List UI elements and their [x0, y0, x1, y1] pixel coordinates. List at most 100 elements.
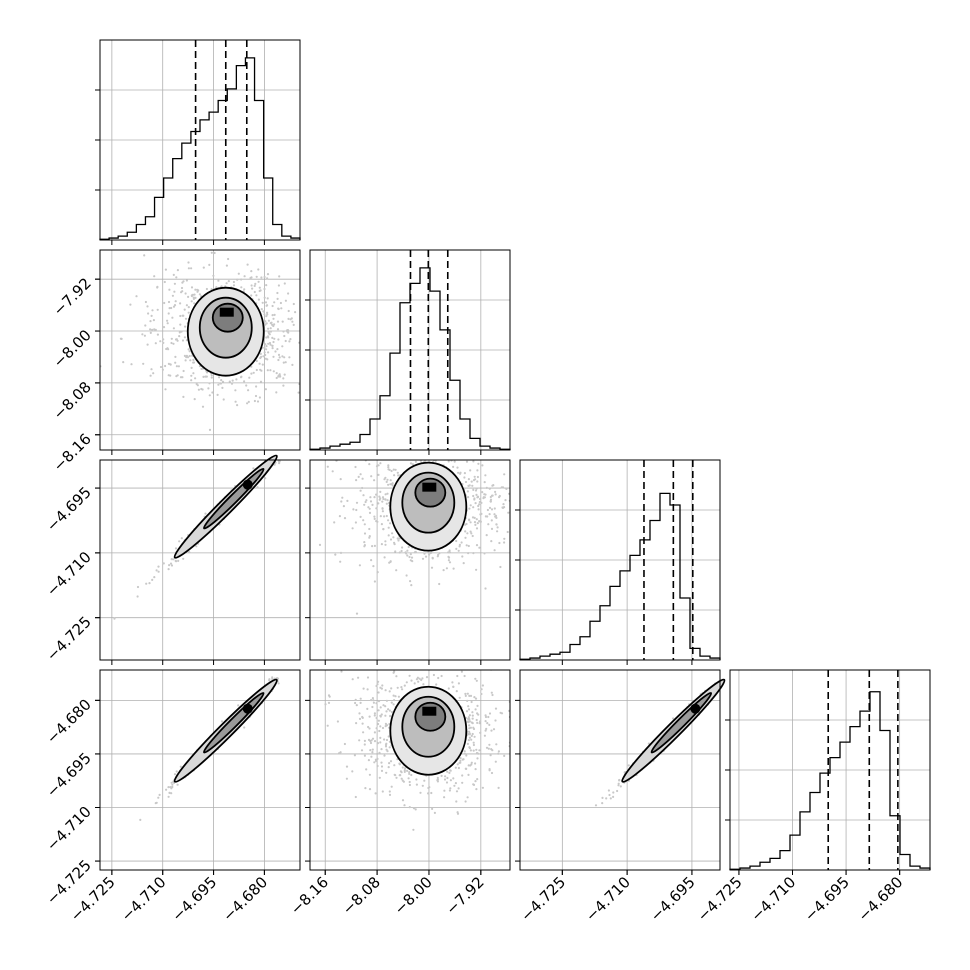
sample-point	[431, 556, 434, 560]
sample-point	[194, 288, 197, 291]
sample-point	[277, 338, 280, 341]
sample-point	[387, 483, 390, 486]
sample-point	[264, 320, 267, 323]
sample-point	[373, 731, 376, 734]
sample-point	[183, 336, 186, 339]
sample-point	[130, 363, 133, 366]
sample-point	[230, 382, 234, 385]
density-core	[203, 692, 264, 753]
sample-point	[288, 356, 291, 359]
sample-point	[476, 480, 479, 483]
sample-point	[436, 456, 438, 458]
sample-point	[443, 658, 445, 660]
sample-point	[445, 451, 447, 453]
sample-point	[218, 245, 220, 247]
sample-point	[488, 506, 492, 509]
sample-point	[617, 782, 620, 785]
sample-point	[494, 490, 497, 493]
sample-point	[470, 700, 473, 704]
sample-point	[472, 749, 475, 752]
sample-point	[276, 677, 280, 680]
sample-point	[481, 464, 484, 467]
sample-point	[180, 537, 183, 540]
sample-point	[345, 765, 349, 768]
sample-point	[612, 795, 615, 799]
sample-point	[369, 739, 372, 743]
sample-point	[380, 687, 383, 690]
sample-point	[208, 382, 211, 385]
sample-point	[484, 715, 488, 719]
sample-point	[443, 789, 446, 792]
sample-point	[461, 774, 464, 777]
sample-point	[368, 536, 371, 539]
sample-point	[475, 748, 478, 751]
sample-point	[260, 276, 263, 279]
sample-point	[408, 783, 411, 787]
density-peak	[422, 706, 437, 716]
sample-point	[475, 718, 478, 722]
sample-point	[277, 452, 279, 454]
histogram-panel	[515, 459, 721, 665]
sample-point	[157, 565, 160, 568]
sample-point	[414, 550, 417, 554]
sample-point	[375, 507, 378, 510]
sample-point	[170, 787, 173, 790]
sample-point	[375, 493, 378, 496]
sample-point	[287, 292, 290, 295]
sample-point	[271, 347, 274, 350]
sample-point	[490, 540, 493, 543]
sample-point	[448, 551, 451, 554]
sample-point	[182, 369, 185, 373]
sample-point	[265, 284, 268, 287]
sample-point	[379, 736, 382, 740]
sample-point	[359, 701, 362, 705]
sample-point	[165, 788, 168, 791]
contour-outer	[621, 678, 726, 783]
sample-point	[494, 760, 497, 763]
x-tick-label: −4.725	[694, 873, 746, 925]
sample-point	[383, 754, 386, 757]
sample-point	[302, 312, 304, 314]
sample-point	[366, 707, 369, 711]
sample-point	[340, 670, 343, 673]
sample-point	[476, 522, 479, 525]
sample-point	[463, 674, 466, 678]
panel-frame	[519, 459, 721, 661]
sample-point	[384, 493, 387, 496]
sample-point	[430, 566, 434, 569]
sample-point	[355, 501, 359, 504]
sample-point	[448, 771, 451, 775]
sample-point	[352, 508, 355, 511]
sample-point	[381, 507, 384, 510]
sample-point	[250, 276, 253, 279]
sample-point	[403, 684, 406, 687]
sample-point	[465, 522, 468, 526]
sample-point	[373, 761, 376, 764]
sample-point	[446, 770, 449, 773]
sample-point	[408, 555, 411, 559]
sample-point	[143, 334, 146, 337]
sample-point	[481, 491, 484, 494]
sample-point	[145, 582, 148, 585]
sample-point	[371, 545, 374, 548]
sample-point	[466, 667, 468, 669]
y-tick-label: −4.710	[43, 548, 95, 600]
sample-point	[395, 675, 398, 678]
sample-point	[284, 446, 286, 448]
x-tick-label: −4.710	[747, 873, 799, 925]
sample-point	[288, 340, 291, 343]
sample-point	[488, 712, 492, 715]
sample-point	[452, 567, 455, 570]
sample-point	[380, 748, 383, 751]
sample-point	[243, 380, 246, 383]
sample-point	[139, 818, 142, 822]
sample-point	[172, 342, 175, 345]
sample-point	[339, 551, 343, 555]
sample-point	[438, 656, 440, 658]
sample-point	[167, 312, 170, 315]
sample-point	[459, 761, 462, 764]
sample-point	[448, 657, 450, 659]
sample-point	[381, 684, 384, 687]
sample-point	[491, 494, 494, 497]
sample-point	[374, 758, 377, 761]
